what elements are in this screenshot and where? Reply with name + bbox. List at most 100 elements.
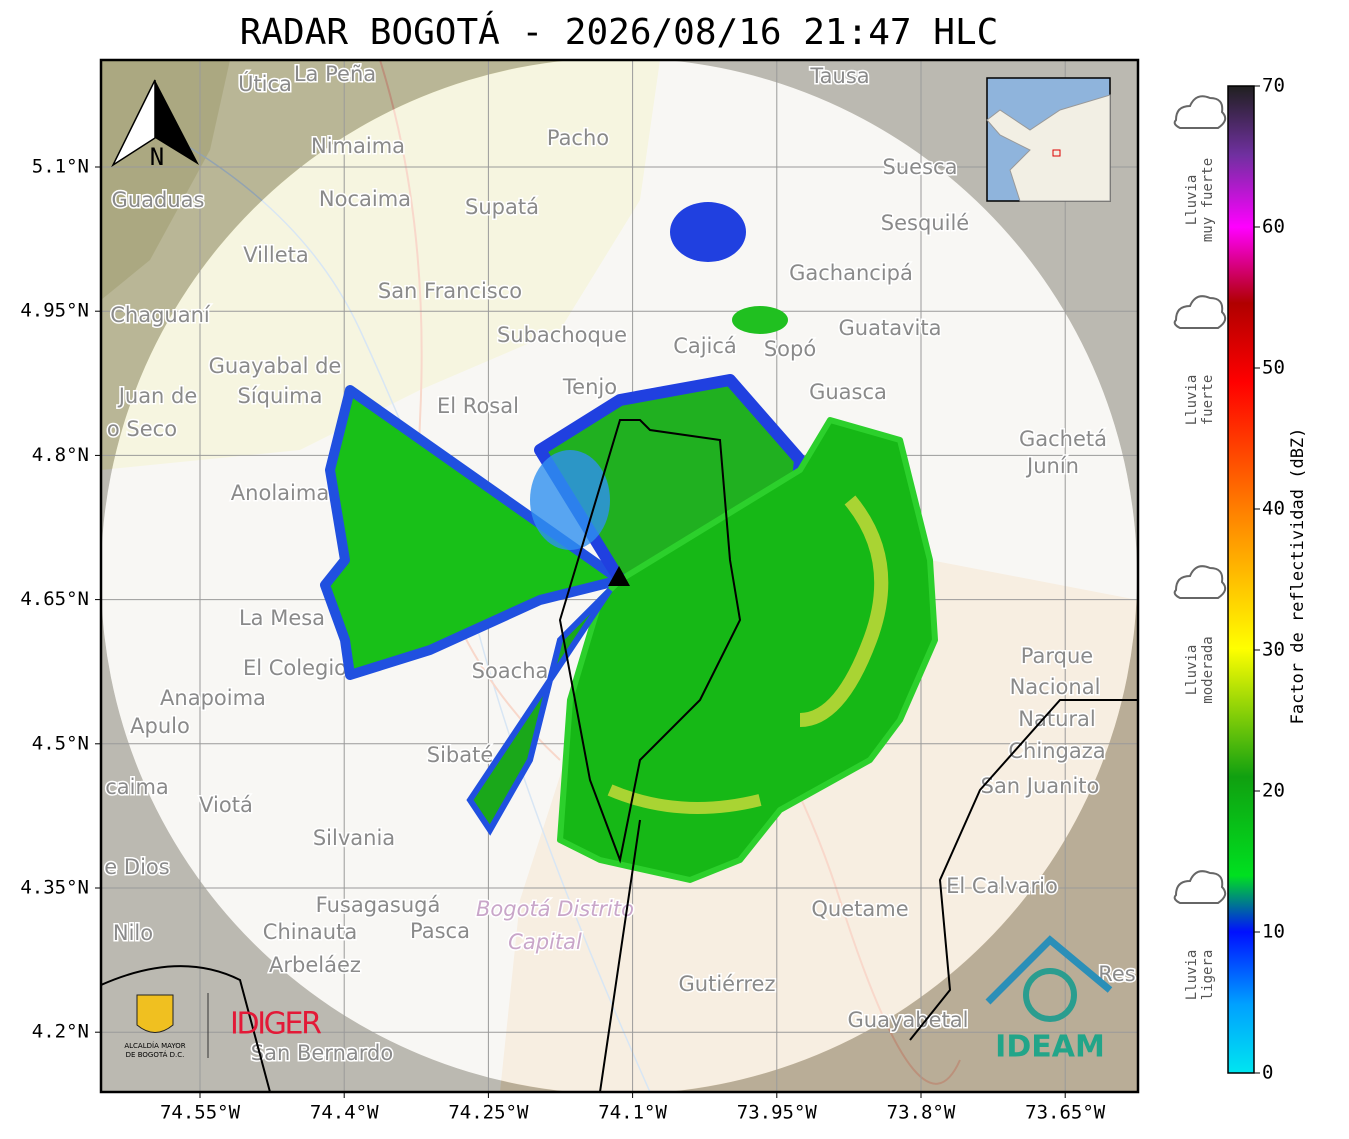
place-label: Síquima <box>238 384 323 408</box>
lon-label: 74.55°W <box>160 1102 241 1124</box>
rain-label: fuerte <box>1200 375 1216 426</box>
rain-icon <box>1173 295 1227 329</box>
place-label: Anapoima <box>160 686 266 710</box>
lon-label: 73.95°W <box>737 1102 818 1124</box>
place-label: Silvania <box>313 826 395 850</box>
place-label: Soacha <box>472 659 549 683</box>
lon-label: 73.8°W <box>887 1102 956 1124</box>
place-label: Sibaté <box>427 743 494 767</box>
lat-label: 4.35°N <box>20 877 89 899</box>
place-label: Sopó <box>764 337 816 361</box>
place-label: Tausa <box>809 64 869 88</box>
rain-icon <box>1173 565 1227 599</box>
place-label: La Peña <box>294 62 376 86</box>
map-frame <box>99 58 1140 1094</box>
rain-label: Lluvia <box>1184 175 1200 226</box>
place-label: Gutiérrez <box>679 972 776 996</box>
rain-icon <box>1173 95 1227 129</box>
logo-text: DE BOGOTÁ D.C. <box>126 1050 185 1059</box>
rain-icon <box>1173 870 1227 904</box>
north-arrow: N <box>111 79 199 171</box>
place-label: Junín <box>1025 454 1079 478</box>
place-label: Apulo <box>130 714 190 738</box>
place-label: San Francisco <box>378 279 522 303</box>
colorbar-tick-label: 70 <box>1262 75 1285 97</box>
place-label: San Juanito <box>981 774 1100 798</box>
inset-map <box>986 77 1111 202</box>
place-label: Tenjo <box>562 375 617 399</box>
rain-label: Lluvia <box>1184 950 1200 1001</box>
lat-label: 4.5°N <box>32 732 89 754</box>
place-label: La Mesa <box>239 606 325 630</box>
colorbar-ticks: 0 10 20 30 40 50 60 70 <box>1254 75 1285 1084</box>
place-label: Nocaima <box>319 187 411 211</box>
place-label: Guasca <box>809 380 887 404</box>
place-label: Guayabal de <box>209 354 342 378</box>
place-label: El Calvario <box>946 874 1058 898</box>
rain-label: Lluvia <box>1184 375 1200 426</box>
colorbar-tick-label: 30 <box>1262 639 1285 661</box>
colorbar-tick-label: 20 <box>1262 780 1285 802</box>
lon-label: 73.65°W <box>1025 1102 1106 1124</box>
lat-label: 4.95°N <box>20 300 89 322</box>
lat-label: 5.1°N <box>32 156 89 178</box>
colorbar-tick-label: 10 <box>1262 921 1285 943</box>
place-label: Anolaima <box>231 481 329 505</box>
idiger-logo: IDIGER <box>230 1007 322 1042</box>
place-label: Cajicá <box>673 334 737 358</box>
lat-label: 4.8°N <box>32 444 89 466</box>
lat-label: 4.65°N <box>20 588 89 610</box>
place-label: Chinauta <box>263 920 357 944</box>
colorbar-tick-label: 60 <box>1262 216 1285 238</box>
place-label: Nimaima <box>311 134 405 158</box>
logo-text: ALCALDÍA MAYOR <box>124 1041 185 1050</box>
ideam-text: IDEAM <box>995 1030 1105 1065</box>
place-label: Guatavita <box>839 316 942 340</box>
map: Útica La Peña Tausa Pacho Nimaima Suesca Guadu… <box>101 60 1138 1092</box>
north-label: N <box>150 143 164 171</box>
place-label: Subachoque <box>497 323 627 347</box>
rain-label: Lluvia <box>1184 645 1200 696</box>
place-label: Villeta <box>243 243 308 267</box>
rain-label: muy fuerte <box>1200 158 1216 242</box>
alcaldia-logo: ALCALDÍA MAYOR DE BOGOTÁ D.C. IDIGER <box>124 993 322 1059</box>
place-label: caima <box>105 775 169 799</box>
place-label: Supatá <box>465 195 539 219</box>
place-label: Suesca <box>883 155 958 179</box>
place-label: Quetame <box>811 897 908 921</box>
place-label: Gachancipá <box>789 261 913 285</box>
place-label: Guaduas <box>112 188 205 212</box>
place-label: El Colegio <box>243 656 347 680</box>
place-label: Pacho <box>547 126 609 150</box>
colorbar <box>1227 85 1255 1074</box>
place-label: Natural <box>1018 707 1095 731</box>
place-label: Nilo <box>113 921 153 945</box>
place-label: Útica <box>238 71 292 96</box>
boundary <box>101 699 1138 1092</box>
place-label: Bogotá Distrito <box>476 897 634 921</box>
place-label: o Seco <box>107 417 177 441</box>
place-label: e Dios <box>104 855 169 879</box>
place-label: Arbeláez <box>269 953 361 977</box>
place-label: Viotá <box>199 793 253 817</box>
lon-label: 74.4°W <box>310 1102 379 1124</box>
place-label: Sesquilé <box>881 211 969 235</box>
lon-label: 74.25°W <box>448 1102 529 1124</box>
region <box>101 60 660 470</box>
radar-echoes <box>320 202 938 883</box>
place-label: Guayabetal <box>848 1008 969 1032</box>
place-label: Fusagasugá <box>316 893 441 917</box>
rain-label: ligera <box>1200 950 1216 1001</box>
place-label: Gachetá <box>1019 427 1107 451</box>
title: RADAR BOGOTÁ - 2026/08/16 21:47 HLC <box>240 11 999 53</box>
place-label: Nacional <box>1010 675 1101 699</box>
road <box>379 60 561 761</box>
colorbar-label: Factor de reflectividad (dBZ) <box>1288 428 1308 725</box>
place-label: Capital <box>508 930 582 954</box>
colorbar-tick-label: 0 <box>1262 1062 1273 1084</box>
colorbar-tick-label: 40 <box>1262 498 1285 520</box>
place-label: Parque <box>1021 644 1093 668</box>
region <box>101 60 230 300</box>
